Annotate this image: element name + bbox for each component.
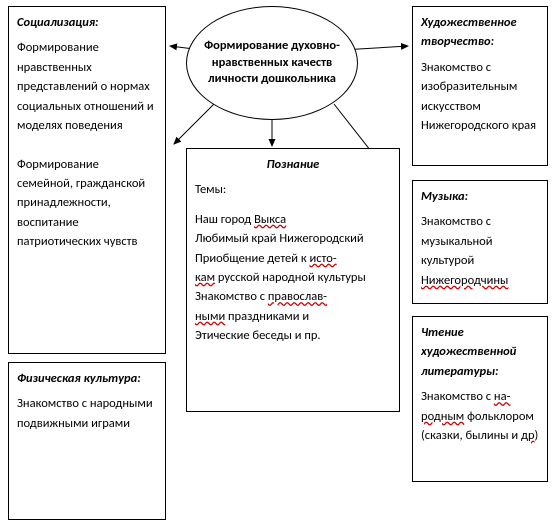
box-cognition: Познание Темы: Наш город ВыксаЛюбимый кр… [186,148,400,412]
box-music: Музыка: Знакомство с музыкальной культур… [412,180,548,304]
box-body: Знакомство с музыкальной культурой Нижег… [421,212,539,290]
box-title: Музыка: [421,187,539,206]
box-art: Художественное творчество: Знакомство с … [412,6,548,166]
box-title: Социализация: [17,13,157,32]
box-body: Знакомство с народными подвижными играми [17,394,157,433]
box-title: Познание [195,155,391,174]
box-title: Чтение художественной литературы: [421,323,539,381]
box-body: Формирование нравственных представлений … [17,38,157,251]
box-title: Физическая культура: [17,369,157,388]
box-physical-culture: Физическая культура: Знакомство с народн… [8,362,166,520]
box-title: Художественное творчество: [421,13,539,52]
center-text: Формирование духовно-нравственных качест… [191,38,353,89]
box-reading: Чтение художественной литературы: Знаком… [412,316,548,482]
center-concept: Формирование духовно-нравственных качест… [186,6,358,120]
box-body: Знакомство с изобразительным искусством … [421,58,539,136]
box-socialization: Социализация: Формирование нравственных … [8,6,166,354]
box-body: Наш город ВыксаЛюбимый край Нижегородски… [195,210,391,346]
box-body: Знакомство с на-родным фольклором (сказк… [421,387,539,445]
box-lead: Темы: [195,180,391,199]
